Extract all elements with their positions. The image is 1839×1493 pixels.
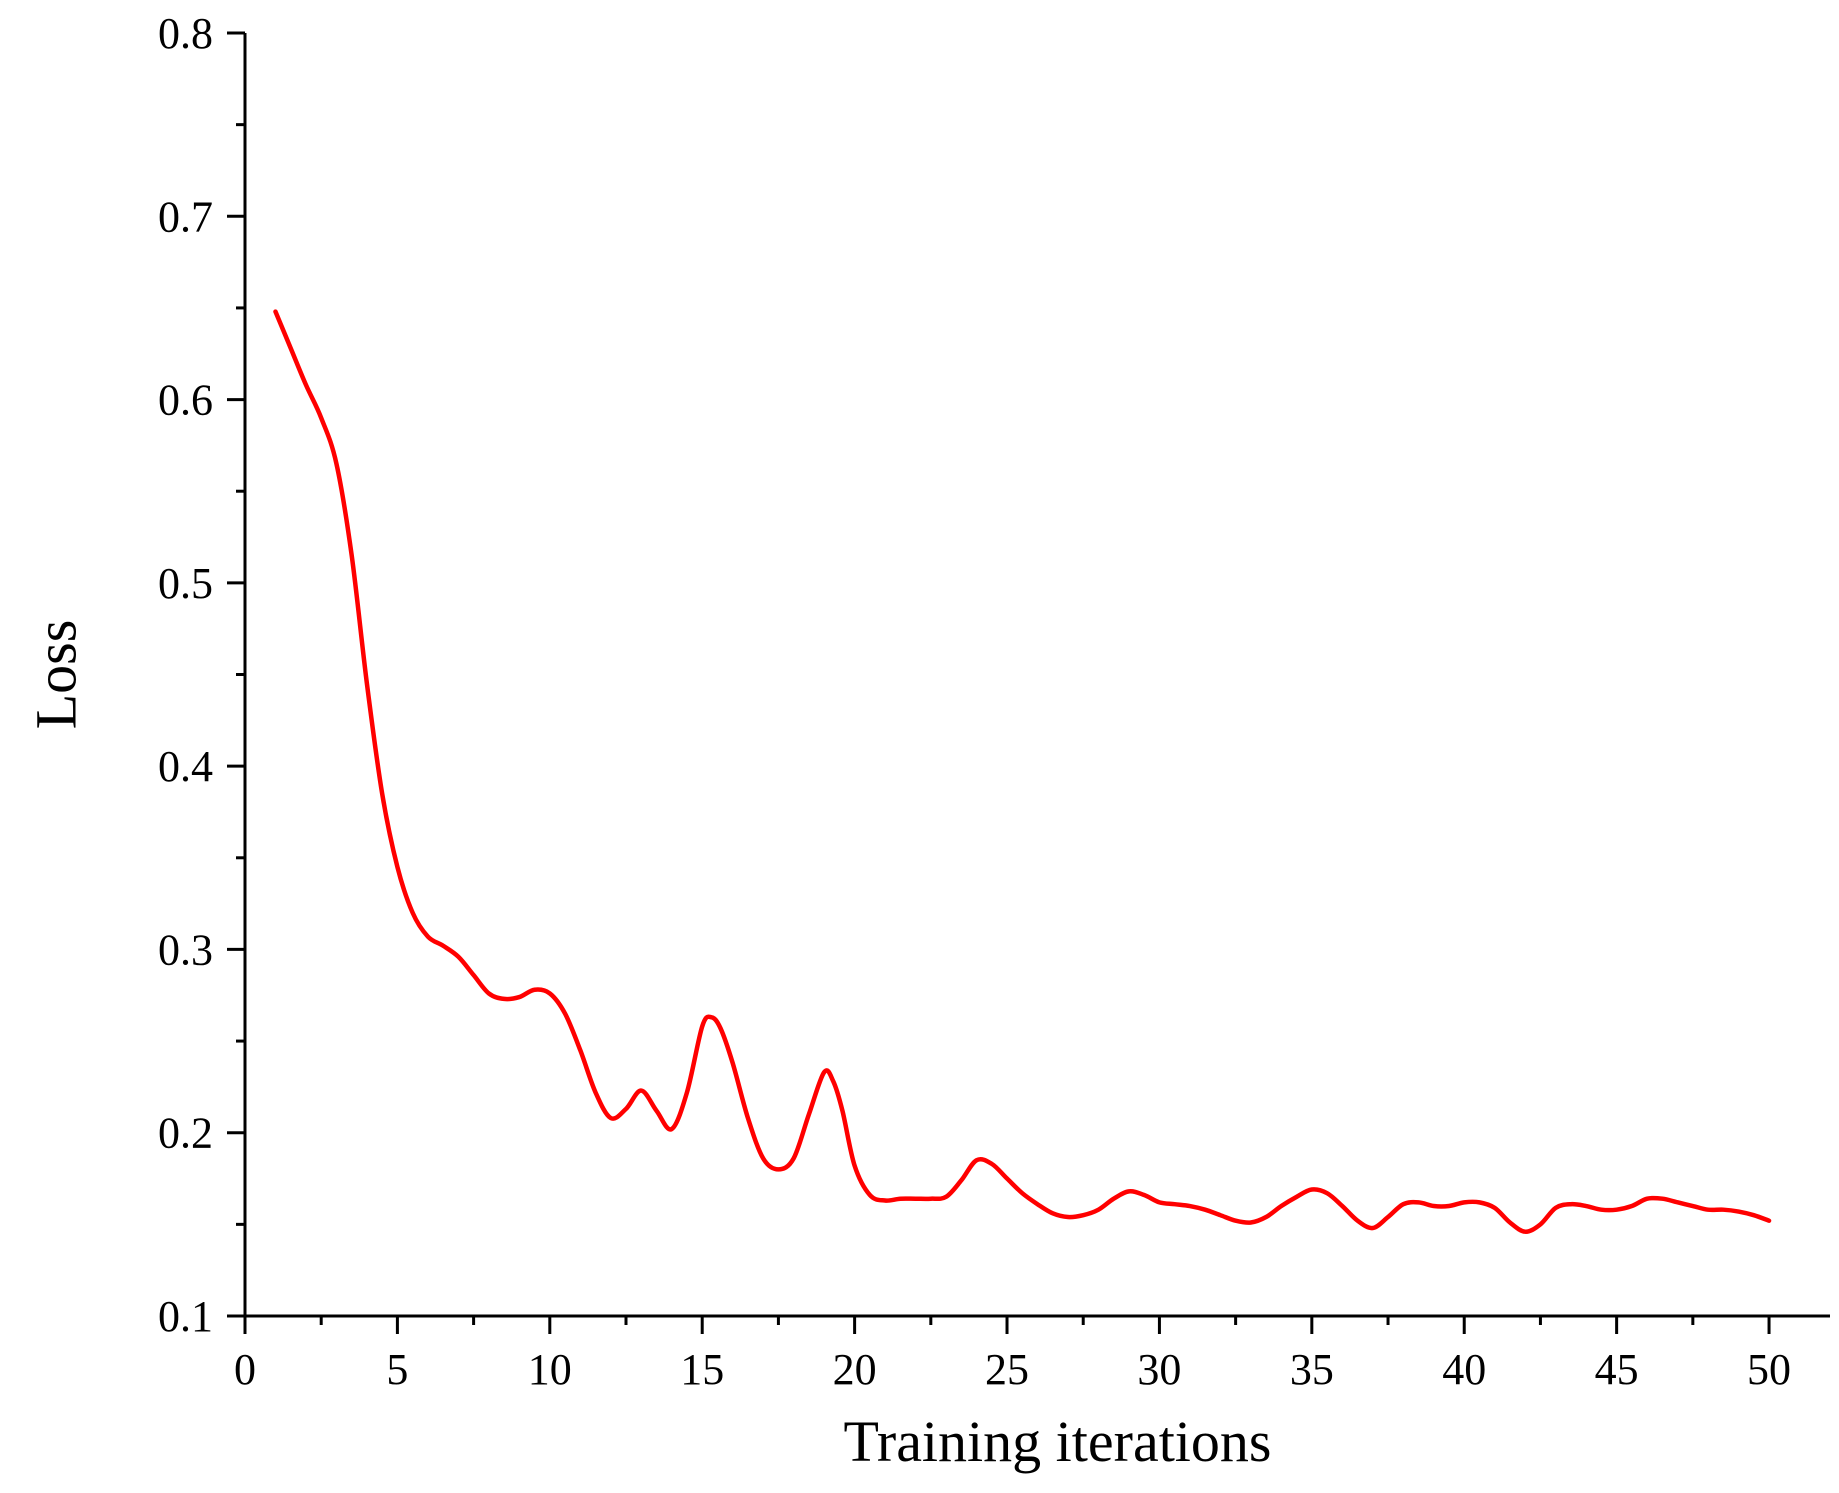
x-tick-label: 20 <box>833 1345 877 1394</box>
x-tick-label: 15 <box>680 1345 724 1394</box>
x-tick-label: 35 <box>1290 1345 1334 1394</box>
y-tick-label: 0.5 <box>158 559 213 608</box>
y-tick-label: 0.8 <box>158 9 213 58</box>
y-axis-ticks <box>227 31 245 1318</box>
y-tick-label: 0.1 <box>158 1292 213 1341</box>
y-tick-label: 0.2 <box>158 1109 213 1158</box>
x-tick-label: 25 <box>985 1345 1029 1394</box>
y-tick-label: 0.4 <box>158 742 213 791</box>
x-tick-label: 0 <box>234 1345 256 1394</box>
series-layer <box>273 309 1772 1234</box>
x-tick-label: 30 <box>1137 1345 1181 1394</box>
x-tick-label: 40 <box>1442 1345 1486 1394</box>
x-tick-label: 10 <box>528 1345 572 1394</box>
x-axis-tick-labels: 0 5 10 15 20 25 30 35 40 45 50 <box>234 1345 1791 1394</box>
x-tick-label: 5 <box>386 1345 408 1394</box>
y-tick-label: 0.7 <box>158 192 213 241</box>
loss-series-line <box>273 309 1772 1234</box>
y-tick-label: 0.6 <box>158 376 213 425</box>
y-axis-title: Loss <box>23 620 88 730</box>
x-tick-label: 50 <box>1747 1345 1791 1394</box>
x-axis-title: Training iterations <box>843 1409 1271 1474</box>
y-axis-tick-labels: 0.1 0.2 0.3 0.4 0.5 0.6 0.7 0.8 <box>158 9 213 1341</box>
x-tick-label: 45 <box>1595 1345 1639 1394</box>
x-axis-ticks <box>243 1316 1771 1334</box>
y-tick-label: 0.3 <box>158 925 213 974</box>
